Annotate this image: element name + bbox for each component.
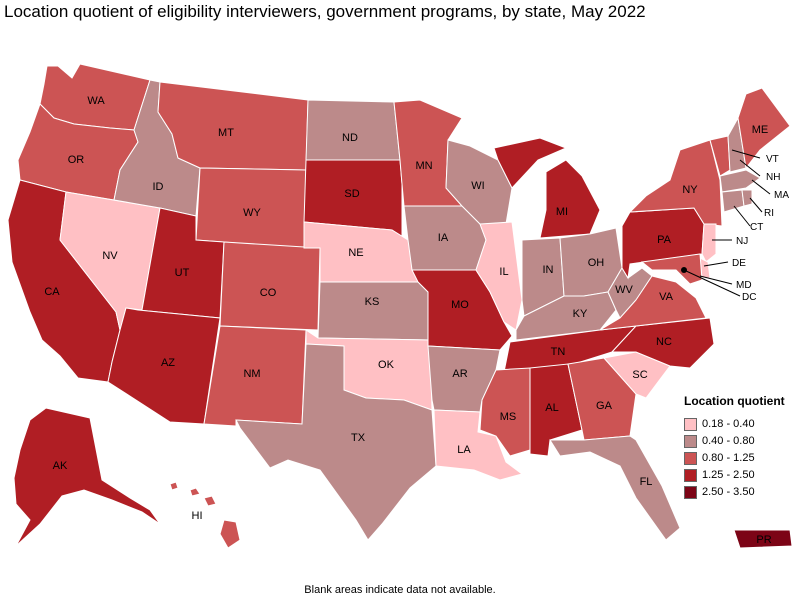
state-fl[interactable] [549, 435, 681, 541]
state-il[interactable] [475, 221, 523, 331]
label-de: DE [732, 258, 746, 269]
state-ar[interactable] [427, 345, 501, 413]
legend-label: 0.80 - 1.25 [702, 452, 755, 464]
label-nv: NV [102, 250, 118, 262]
label-pa: PA [657, 234, 672, 246]
state-nj[interactable] [701, 223, 717, 263]
state-nd[interactable] [305, 99, 401, 161]
legend-item: 0.80 - 1.25 [684, 450, 796, 466]
label-nj: NJ [736, 236, 748, 247]
legend-item: 0.18 - 0.40 [684, 416, 796, 432]
state-mi[interactable] [493, 137, 601, 239]
state-va[interactable] [599, 275, 707, 331]
label-ri: RI [764, 208, 774, 219]
label-sc: SC [632, 369, 647, 381]
label-ks: KS [365, 296, 380, 308]
label-mt: MT [218, 127, 234, 139]
legend-title: Location quotient [684, 394, 785, 408]
legend-swatch [684, 485, 697, 499]
label-la: LA [457, 444, 471, 456]
label-wa: WA [87, 95, 105, 107]
label-nc: NC [656, 336, 672, 348]
state-ri[interactable] [741, 189, 753, 207]
label-nd: ND [342, 132, 358, 144]
label-ut: UT [175, 267, 190, 279]
state-sc[interactable] [603, 351, 671, 399]
legend-label: 1.25 - 2.50 [702, 469, 755, 481]
label-ne: NE [348, 247, 363, 259]
state-tx[interactable] [235, 343, 437, 541]
legend-swatch [684, 417, 697, 431]
legend-item: 0.40 - 0.80 [684, 433, 796, 449]
label-ct: CT [750, 222, 763, 233]
label-nh: NH [766, 172, 780, 183]
label-va: VA [659, 291, 674, 303]
state-ma[interactable] [719, 169, 761, 193]
label-mo: MO [451, 299, 469, 311]
label-nm: NM [243, 368, 260, 380]
state-hi[interactable] [169, 481, 241, 549]
label-ia: IA [438, 232, 449, 244]
state-ny[interactable] [628, 139, 723, 227]
state-me[interactable] [737, 87, 791, 170]
label-mn: MN [415, 160, 432, 172]
label-wi: WI [471, 180, 484, 192]
state-ct[interactable] [721, 189, 745, 213]
label-co: CO [260, 287, 277, 299]
label-az: AZ [161, 357, 175, 369]
label-il: IL [499, 266, 508, 278]
map-title: Location quotient of eligibility intervi… [4, 2, 646, 21]
label-ms: MS [500, 411, 517, 423]
legend-label: 0.18 - 0.40 [702, 418, 755, 430]
label-ny: NY [682, 184, 698, 196]
state-la[interactable] [433, 409, 524, 481]
label-ar: AR [452, 368, 467, 380]
label-hi: HI [192, 510, 203, 522]
label-ga: GA [596, 400, 613, 412]
state-ak[interactable] [13, 407, 161, 547]
legend-label: 0.40 - 0.80 [702, 435, 755, 447]
label-id: ID [153, 181, 164, 193]
leader-lines [683, 149, 771, 297]
label-ma: MA [774, 190, 789, 201]
footer-note: Blank areas indicate data not available. [304, 584, 496, 596]
label-wv: WV [615, 284, 633, 296]
legend: Location quotient 0.18 - 0.40 0.40 - 0.8… [684, 394, 796, 501]
legend-item: 2.50 - 3.50 [684, 484, 796, 500]
label-md: MD [736, 280, 752, 291]
label-in: IN [543, 264, 554, 276]
label-or: OR [68, 154, 85, 166]
label-tn: TN [551, 346, 566, 358]
legend-swatch [684, 468, 697, 482]
label-sd: SD [344, 188, 359, 200]
label-oh: OH [588, 257, 605, 269]
legend-swatch [684, 451, 697, 465]
state-ks[interactable] [317, 281, 431, 341]
label-ca: CA [44, 286, 60, 298]
legend-item: 1.25 - 2.50 [684, 467, 796, 483]
label-ky: KY [573, 308, 588, 320]
label-mi: MI [556, 206, 568, 218]
label-ak: AK [53, 460, 68, 472]
label-tx: TX [351, 432, 366, 444]
label-me: ME [752, 124, 769, 136]
label-wy: WY [243, 207, 261, 219]
state-az[interactable] [107, 307, 221, 425]
state-md[interactable] [640, 253, 703, 285]
label-ok: OK [378, 359, 395, 371]
label-vt: VT [766, 154, 779, 165]
label-dc: DC [742, 292, 756, 303]
label-fl: FL [640, 476, 653, 488]
label-al: AL [545, 402, 558, 414]
legend-label: 2.50 - 3.50 [702, 486, 755, 498]
label-pr: PR [756, 534, 771, 546]
legend-swatch [684, 434, 697, 448]
state-pr[interactable] [733, 529, 793, 549]
